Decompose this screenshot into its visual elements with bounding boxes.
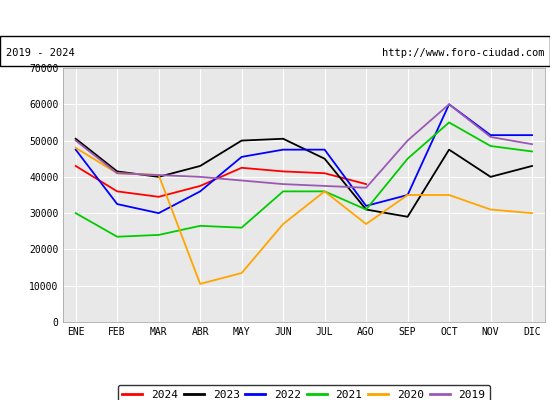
Text: 2019 - 2024: 2019 - 2024 bbox=[6, 48, 74, 58]
Legend: 2024, 2023, 2022, 2021, 2020, 2019: 2024, 2023, 2022, 2021, 2020, 2019 bbox=[118, 385, 490, 400]
Text: Evolucion Nº Turistas Nacionales en el municipio de Getafe: Evolucion Nº Turistas Nacionales en el m… bbox=[78, 12, 472, 24]
Text: http://www.foro-ciudad.com: http://www.foro-ciudad.com bbox=[382, 48, 544, 58]
